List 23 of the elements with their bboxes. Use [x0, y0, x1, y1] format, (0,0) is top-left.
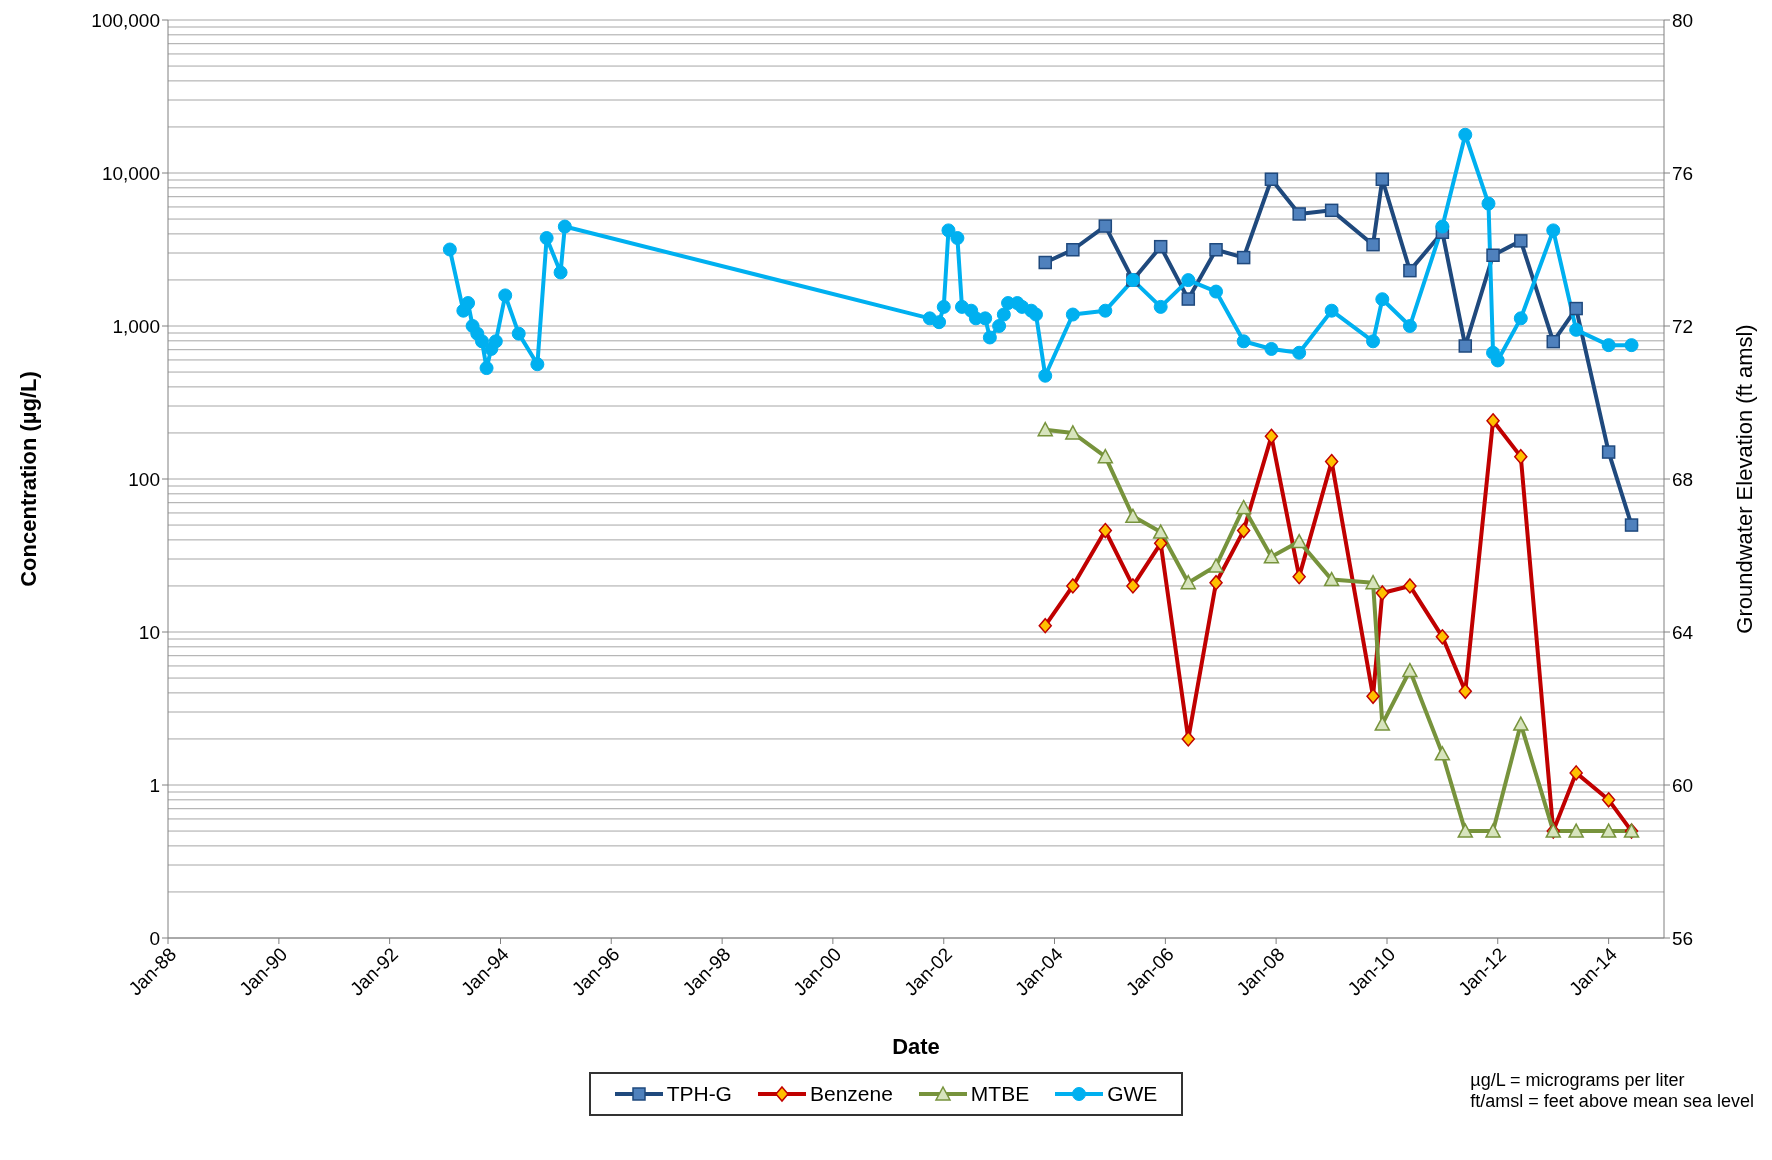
y-axis-title: Concentration (µg/L) — [15, 371, 41, 587]
text: ft/amsl = feet above mean sea level — [1470, 1091, 1754, 1112]
y2-tick-label: 80 — [1672, 9, 1694, 31]
y-tick-label: 0 — [149, 927, 160, 949]
legend-label: Benzene — [809, 1082, 893, 1106]
y2-axis-title: Groundwater Elevation (ft amsl) — [1731, 324, 1757, 634]
x-axis-title: Date — [892, 1034, 940, 1059]
y2-tick-label: 76 — [1672, 162, 1694, 184]
text: µg/L = micrograms per liter — [1470, 1070, 1686, 1091]
y-tick-label: 100 — [128, 468, 160, 490]
y-tick-label: 1 — [149, 774, 160, 796]
y-tick-label: 10 — [138, 621, 160, 643]
y-tick-label: 1,000 — [112, 315, 160, 337]
legend-label: MTBE — [970, 1082, 1030, 1106]
y2-tick-label: 72 — [1672, 315, 1694, 337]
legend-label: GWE — [1107, 1082, 1158, 1106]
y2-tick-label: 56 — [1672, 927, 1694, 949]
legend-label: TPH-G — [666, 1082, 732, 1106]
y-tick-label: 100,000 — [91, 9, 160, 31]
y2-tick-label: 68 — [1672, 468, 1694, 490]
y-tick-label: 10,000 — [101, 162, 160, 184]
y2-tick-label: 64 — [1672, 621, 1694, 643]
y2-tick-label: 60 — [1672, 774, 1694, 796]
